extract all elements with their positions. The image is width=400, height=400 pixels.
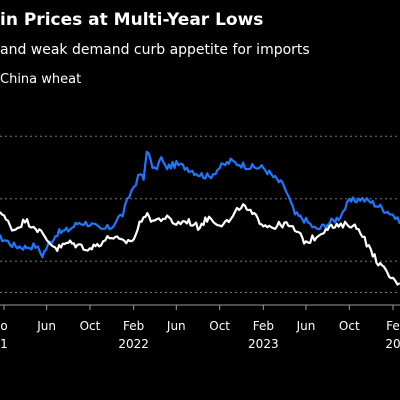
year-label-2: 2023 xyxy=(248,337,279,351)
x-tick-label-0: o xyxy=(0,319,7,333)
x-tick-label-7: Jun xyxy=(296,319,316,333)
year-label-0: 1 xyxy=(0,337,8,351)
x-tick-label-6: Feb xyxy=(253,319,274,333)
legend-china-wheat: China wheat xyxy=(0,72,82,87)
year-label-3: 20 xyxy=(385,337,400,351)
x-tick-label-8: Oct xyxy=(339,319,360,333)
chart-subtitle: and weak demand curb appetite for import… xyxy=(0,42,310,58)
x-tick-label-2: Oct xyxy=(80,319,101,333)
series-line-china-wheat xyxy=(0,203,400,286)
chart-title: in Prices at Multi-Year Lows xyxy=(0,10,264,30)
year-label-1: 2022 xyxy=(118,337,149,351)
series-line-blue xyxy=(0,150,400,259)
x-tick-label-4: Jun xyxy=(166,319,186,333)
x-tick-label-5: Oct xyxy=(209,319,230,333)
x-tick-label-1: Jun xyxy=(36,319,56,333)
x-tick-label-3: Feb xyxy=(123,319,144,333)
x-tick-label-9: Fe xyxy=(386,319,400,333)
